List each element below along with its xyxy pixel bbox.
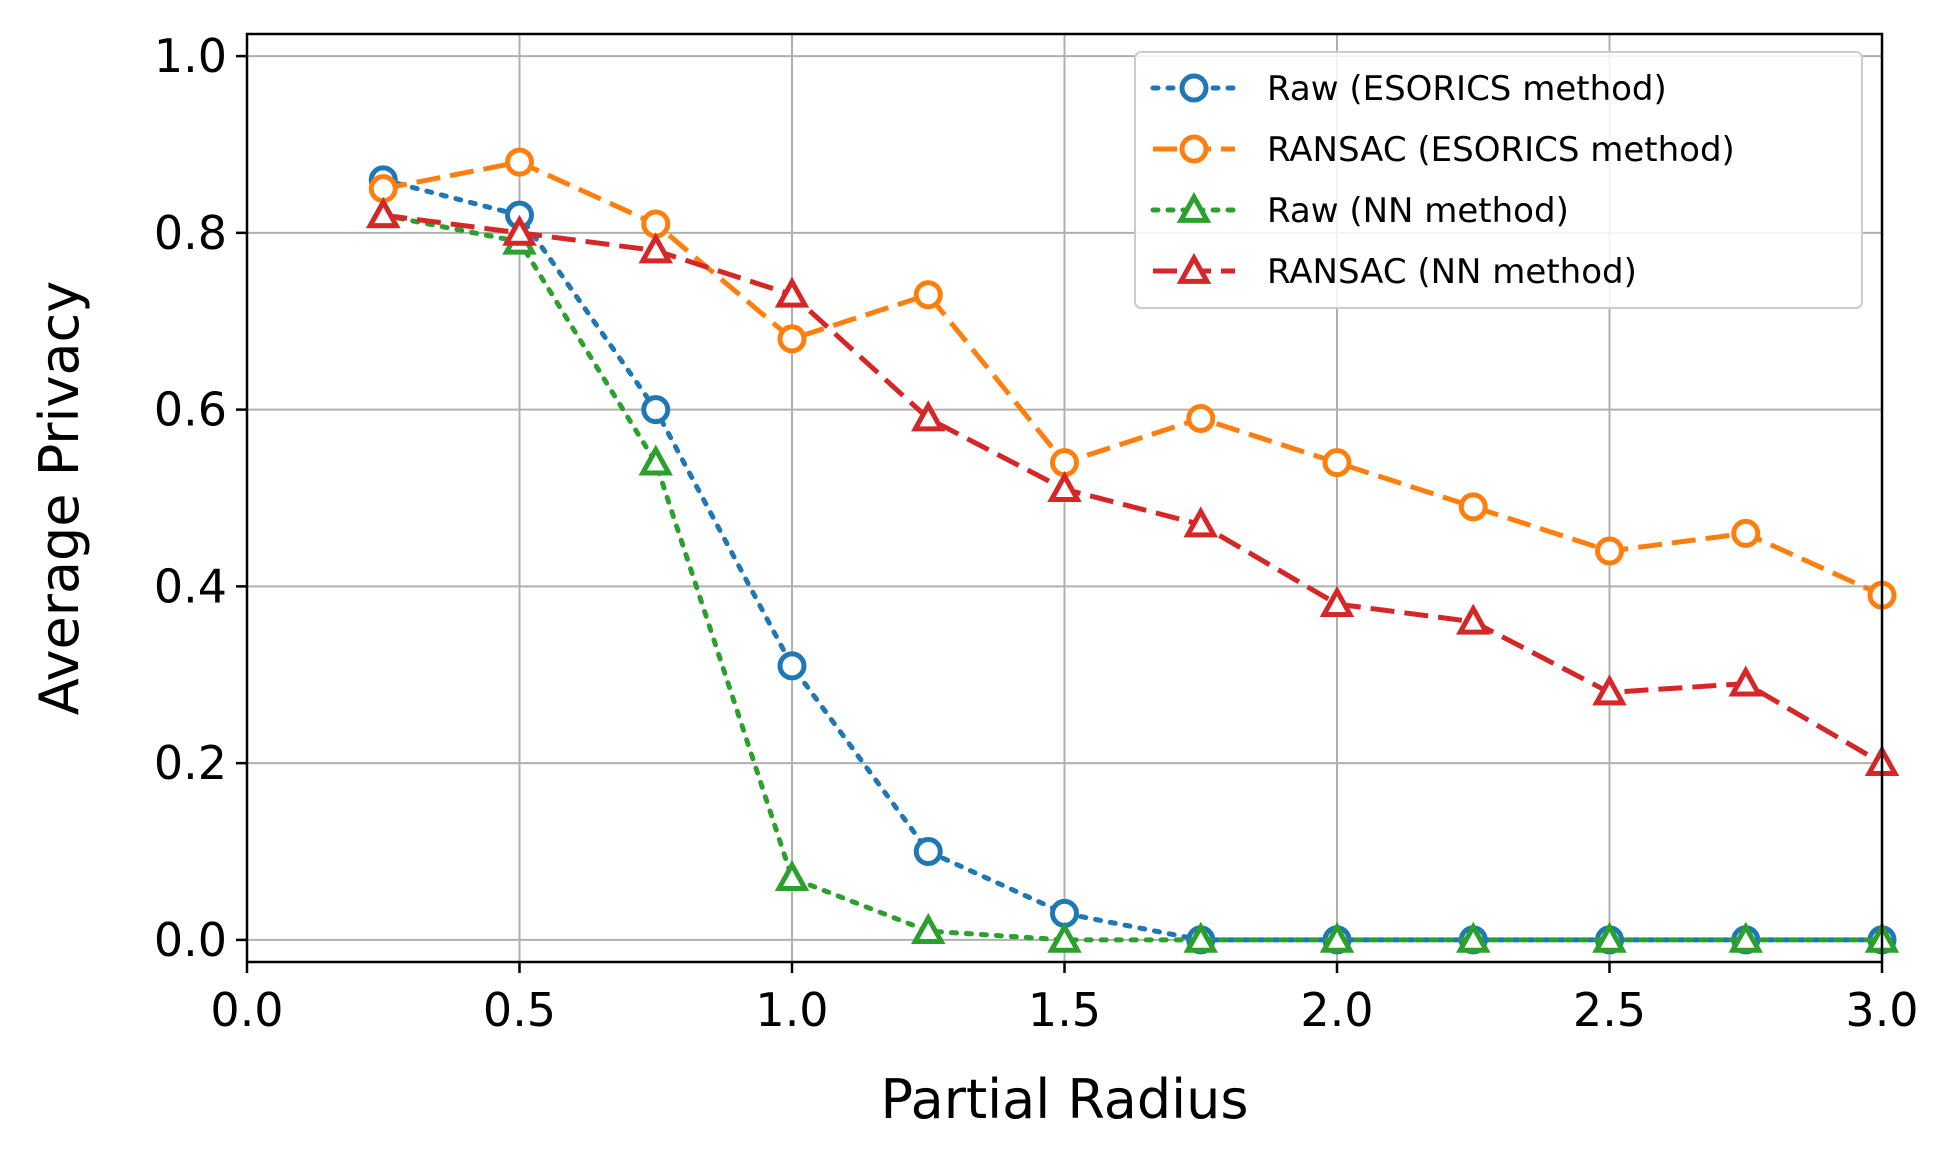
data-point xyxy=(777,324,807,354)
data-point xyxy=(1456,603,1491,635)
data-point xyxy=(913,280,943,310)
legend-label: Raw (ESORICS method) xyxy=(1267,69,1667,109)
legend-item: RANSAC (ESORICS method) xyxy=(1153,130,1735,170)
data-point xyxy=(1592,674,1627,706)
legend-marker xyxy=(1179,73,1209,103)
data-point xyxy=(1047,471,1082,503)
data-point xyxy=(505,147,534,177)
legend: Raw (ESORICS method) RANSAC (ESORICS meth… xyxy=(1134,51,1863,309)
series-4 xyxy=(366,197,1900,777)
data-point xyxy=(1322,448,1352,478)
data-point xyxy=(1047,921,1082,953)
data-point xyxy=(911,912,946,944)
data-point xyxy=(1319,585,1355,617)
y-tick-label: 0.2 xyxy=(154,736,227,790)
data-point xyxy=(911,400,946,432)
data-point xyxy=(774,276,810,308)
legend-label: RANSAC (NN method) xyxy=(1267,252,1637,292)
x-tick-label: 1.5 xyxy=(1028,983,1101,1037)
data-point xyxy=(502,214,537,246)
data-point xyxy=(774,859,810,891)
legend-marker xyxy=(1176,252,1212,284)
legend-marker xyxy=(1176,191,1212,223)
axis-ticks: 0.0 0.5 1.0 1.5 2.0 2.5 3.0 0.0 0.2 0.4 0.6 0.8 1.0 xyxy=(154,29,1919,1037)
x-tick-label: 1.0 xyxy=(755,983,828,1037)
data-point xyxy=(1592,921,1627,953)
series-line xyxy=(380,212,1885,943)
y-tick-label: 0.4 xyxy=(154,559,227,613)
data-point xyxy=(638,232,673,264)
x-tick-label: 2.5 xyxy=(1573,983,1646,1037)
x-tick-label: 3.0 xyxy=(1845,983,1918,1037)
legend-label: RANSAC (ESORICS method) xyxy=(1267,130,1735,170)
y-tick-label: 0.6 xyxy=(154,383,227,437)
series-2 xyxy=(368,147,1897,610)
data-point xyxy=(1319,921,1355,953)
series-line xyxy=(382,159,1884,598)
data-point xyxy=(1728,921,1763,953)
x-tick-label: 0.0 xyxy=(210,983,283,1037)
series-line xyxy=(382,212,1884,766)
legend-item: RANSAC (NN method) xyxy=(1153,252,1637,292)
legend-label: Raw (NN method) xyxy=(1267,191,1569,231)
data-point xyxy=(777,651,807,681)
legend-frame xyxy=(1134,51,1863,309)
series-layer xyxy=(366,147,1900,955)
data-point xyxy=(1728,665,1763,697)
y-axis-label: Average Privacy xyxy=(28,281,91,715)
data-point xyxy=(1186,403,1216,433)
data-point xyxy=(641,395,671,425)
legend-item: Raw (NN method) xyxy=(1150,191,1569,231)
data-point xyxy=(1456,921,1491,953)
data-point xyxy=(1183,921,1218,953)
data-point xyxy=(366,197,401,229)
y-tick-label: 0.8 xyxy=(154,206,227,260)
y-tick-label: 1.0 xyxy=(154,29,227,83)
data-point xyxy=(1458,492,1488,522)
data-point xyxy=(1595,536,1624,566)
data-point xyxy=(913,837,943,867)
data-point xyxy=(1183,506,1218,538)
x-axis-label: Partial Radius xyxy=(881,1068,1249,1131)
legend-item: Raw (ESORICS method) xyxy=(1150,69,1667,109)
data-point xyxy=(638,444,673,476)
series-3 xyxy=(366,197,1900,953)
legend-marker xyxy=(1179,134,1209,164)
x-tick-label: 2.0 xyxy=(1300,983,1373,1037)
x-tick-label: 0.5 xyxy=(483,983,556,1037)
y-tick-label: 0.0 xyxy=(154,913,227,967)
data-point xyxy=(1731,518,1761,548)
